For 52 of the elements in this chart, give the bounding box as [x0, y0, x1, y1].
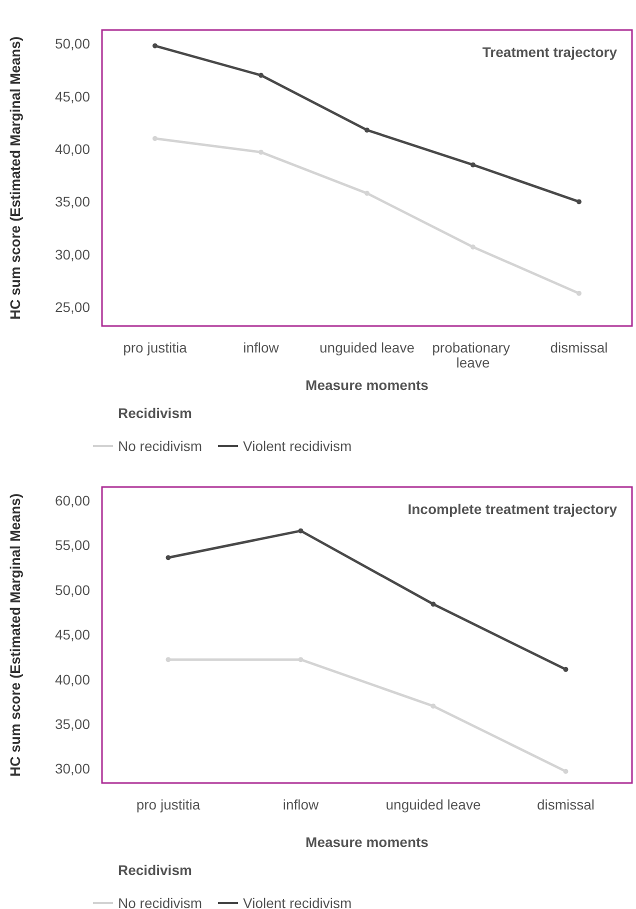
point	[298, 657, 304, 662]
x-tick-label: dismissal	[550, 340, 608, 356]
point	[298, 528, 304, 534]
y-tick-label: 35,00	[54, 194, 90, 210]
point	[258, 72, 264, 78]
x-tick-label: pro justitia	[136, 796, 200, 812]
x-tick-label: probationary leave	[432, 340, 514, 370]
legend-label: Violent recidivism	[243, 895, 352, 909]
point	[152, 43, 158, 48]
x-tick-label: inflow	[282, 796, 320, 812]
x-tick-label: pro justitia	[123, 340, 188, 356]
point	[430, 602, 436, 607]
y-axis-title: HC sum score (Estimated Marginal Means)	[7, 36, 23, 320]
legend-label: No recidivism	[118, 438, 202, 454]
point	[563, 768, 568, 774]
point	[430, 704, 436, 709]
point	[364, 128, 370, 133]
y-tick-label: 40,00	[54, 671, 90, 688]
x-tick-label: inflow	[243, 340, 280, 356]
y-axis-title: HC sum score (Estimated Marginal Means)	[7, 493, 23, 777]
text: Treatment trajectory	[482, 44, 618, 60]
point	[166, 555, 171, 560]
point	[470, 162, 476, 168]
legend-label: No recidivism	[118, 895, 202, 909]
y-tick-label: 50,00	[54, 582, 90, 598]
y-tick-label: 55,00	[54, 537, 90, 554]
point	[576, 290, 582, 296]
point	[166, 657, 171, 662]
point	[563, 666, 568, 672]
text: Incomplete treatment trajectory	[408, 501, 618, 517]
x-tick-label: unguided leave	[386, 796, 481, 812]
legend-title: Recidivism	[118, 862, 192, 878]
point	[258, 150, 264, 155]
y-tick-label: 50,00	[54, 36, 90, 52]
y-tick-label: 45,00	[54, 88, 90, 104]
y-tick-label: 30,00	[54, 246, 90, 262]
y-tick-label: 25,00	[54, 299, 90, 316]
x-axis-title: Measure moments	[306, 377, 429, 393]
y-tick-label: 35,00	[54, 716, 90, 732]
x-tick-label: unguided leave	[320, 340, 415, 356]
y-tick-label: 40,00	[54, 141, 90, 158]
point	[576, 199, 582, 204]
x-axis-title: Measure moments	[306, 834, 429, 850]
point	[152, 136, 158, 141]
x-tick-label: dismissal	[536, 796, 595, 812]
y-tick-label: 45,00	[54, 626, 90, 643]
point	[470, 244, 476, 250]
y-tick-label: 30,00	[54, 760, 90, 777]
y-tick-label: 60,00	[54, 492, 90, 508]
point	[364, 190, 370, 196]
legend-title: Recidivism	[118, 405, 192, 421]
legend-label: Violent recidivism	[243, 438, 352, 454]
